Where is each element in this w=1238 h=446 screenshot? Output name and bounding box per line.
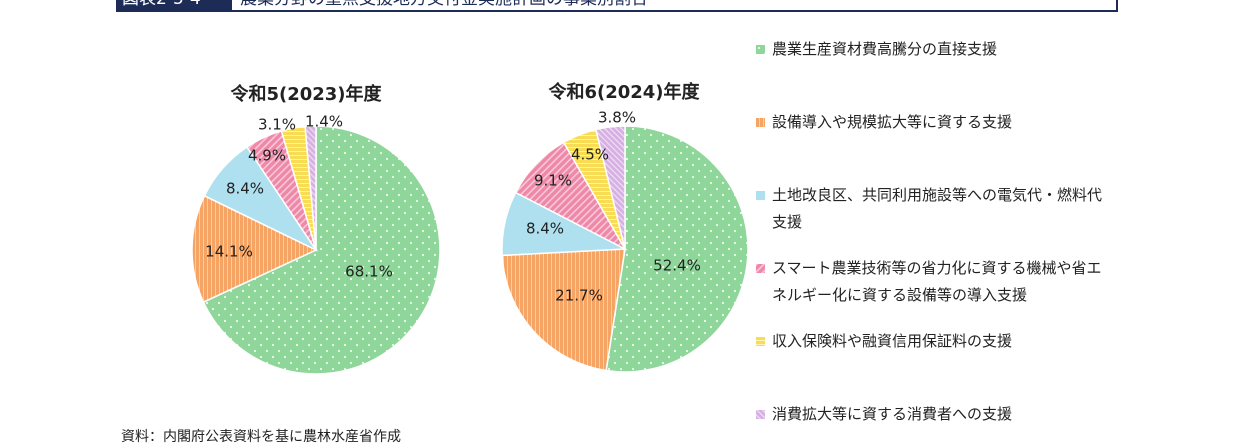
slice-label-2024-2: 21.7% <box>555 287 603 305</box>
pie-slice-2023-2 <box>191 194 318 304</box>
legend-swatch-direct-support <box>756 45 765 54</box>
legend-item-utility-support: 土地改良区、共同利用施設等への電気代・燃料代支援 <box>756 182 1116 236</box>
figure-header: 図表2-5-4 農業分野の重点支援地方交付金実施計画の事業別割合 <box>116 0 1118 12</box>
legend: 農業生産資材費高騰分の直接支援 設備導入や規模拡大等に資する支援 土地改良区、共… <box>756 0 1226 446</box>
slice-label-2023-4: 4.9% <box>248 147 286 165</box>
pie-slice-2023-6 <box>304 125 317 251</box>
legend-label: 設備導入や規模拡大等に資する支援 <box>772 113 1013 131</box>
slice-label-2024-1: 52.4% <box>653 257 701 275</box>
slice-label-2023-5: 3.1% <box>258 116 296 134</box>
legend-label: 収入保険料や融資信用保証料の支援 <box>772 332 1013 350</box>
chart-title-2024: 令和6(2024)年度 <box>547 81 700 103</box>
legend-label: 農業生産資材費高騰分の直接支援 <box>772 40 998 58</box>
slice-label-2023-3: 8.4% <box>226 180 264 198</box>
pie-slice-2023-1 <box>202 125 441 375</box>
legend-swatch-equipment-support <box>756 118 765 127</box>
figure-title: 農業分野の重点支援地方交付金実施計画の事業別割合 <box>240 0 648 10</box>
pie-slice-2024-6 <box>594 125 626 250</box>
slice-label-2023-1: 68.1% <box>345 263 393 281</box>
legend-swatch-utility-support <box>756 191 765 200</box>
pie-2024: 52.4% 21.7% 8.4% 9.1% 4.5% 3.8% <box>501 109 749 373</box>
pie-slice-2024-2 <box>501 248 626 372</box>
legend-label: 土地改良区、共同利用施設等への電気代・燃料代支援 <box>772 186 1103 231</box>
slice-label-2024-3: 8.4% <box>526 220 564 238</box>
pie-slice-2024-1 <box>605 125 749 373</box>
legend-item-equipment-support: 設備導入や規模拡大等に資する支援 <box>756 109 1136 136</box>
slice-label-2024-6: 3.8% <box>598 109 636 127</box>
slice-label-2024-4: 9.1% <box>534 172 572 190</box>
chart-title-2023: 令和5(2023)年度 <box>229 83 382 105</box>
legend-swatch-consumer-support <box>756 410 765 419</box>
legend-label: スマート農業技術等の省力化に資する機械や省エネルギー化に資する設備等の導入支援 <box>772 259 1102 304</box>
slice-label-2023-2: 14.1% <box>205 243 253 261</box>
slice-label-2023-6: 1.4% <box>305 113 343 131</box>
source-note: 資料：内閣府公表資料を基に農林水産省作成 <box>121 429 401 445</box>
figure-number: 図表2-5-4 <box>118 0 232 10</box>
legend-item-insurance-support: 収入保険料や融資信用保証料の支援 <box>756 328 1136 355</box>
legend-item-smart-farming-support: スマート農業技術等の省力化に資する機械や省エネルギー化に資する設備等の導入支援 <box>756 255 1116 309</box>
legend-swatch-insurance-support <box>756 337 765 346</box>
legend-item-consumer-support: 消費拡大等に資する消費者への支援 <box>756 401 1136 428</box>
slice-label-2024-5: 4.5% <box>571 146 609 164</box>
legend-item-direct-support: 農業生産資材費高騰分の直接支援 <box>756 36 1136 63</box>
legend-label: 消費拡大等に資する消費者への支援 <box>772 405 1013 423</box>
pie-2023: 68.1% 14.1% 8.4% 4.9% 3.1% 1.4% <box>191 113 441 375</box>
legend-swatch-smart-farming-support <box>756 264 765 273</box>
